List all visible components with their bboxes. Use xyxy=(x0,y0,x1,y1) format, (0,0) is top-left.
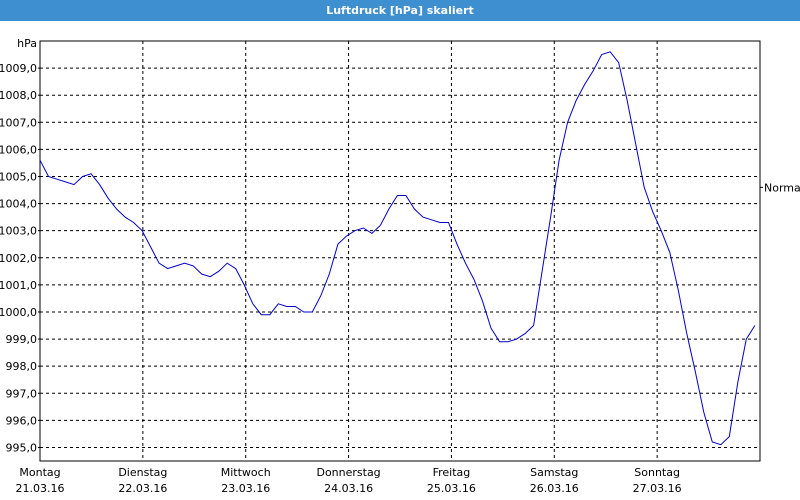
x-tick-day-label: Montag xyxy=(19,466,60,479)
grid xyxy=(40,41,761,461)
x-tick-day-label: Sonntag xyxy=(634,466,680,479)
y-tick-label: 996,0 xyxy=(6,414,38,427)
plot-frame xyxy=(39,40,761,462)
y-tick-label: 998,0 xyxy=(6,360,38,373)
series-line xyxy=(39,51,756,446)
x-axis: Montag 21.03.16 Dienstag 22.03.16 Mittwoch 23… xyxy=(16,466,682,495)
chart-background xyxy=(0,21,800,500)
chart-title: Luftdruck [hPa] skaliert xyxy=(0,0,800,21)
y-tick-label: 999,0 xyxy=(6,333,38,346)
x-tick-day-label: Dienstag xyxy=(118,466,167,479)
y-tick-label: 1008,0 xyxy=(0,89,37,102)
y-tick-label: 1001,0 xyxy=(0,279,37,292)
y-tick-label: 1003,0 xyxy=(0,225,37,238)
y-tick-label: 1007,0 xyxy=(0,116,37,129)
y-tick-label: 1009,0 xyxy=(0,62,37,75)
x-tick-date-label: 26.03.16 xyxy=(530,482,579,495)
chart-area: 1009,0 1008,0 1007,0 1006,0 1005,0 1004,0 1003… xyxy=(0,21,800,500)
x-tick-date-label: 22.03.16 xyxy=(118,482,167,495)
y-tick-label: 1006,0 xyxy=(0,143,37,156)
reference-line-label: Normal xyxy=(764,181,800,194)
y-tick-label: 1000,0 xyxy=(0,306,37,319)
x-tick-date-label: 23.03.16 xyxy=(221,482,270,495)
y-unit-label: hPa xyxy=(17,37,37,50)
y-tick-label: 997,0 xyxy=(6,387,38,400)
x-tick-date-label: 21.03.16 xyxy=(16,482,65,495)
x-tick-day-label: Mittwoch xyxy=(221,466,271,479)
x-tick-day-label: Freitag xyxy=(433,466,471,479)
series-group xyxy=(39,51,763,446)
y-tick-label: 1005,0 xyxy=(0,170,37,183)
y-tick-label: 995,0 xyxy=(6,441,38,454)
y-axis: 1009,0 1008,0 1007,0 1006,0 1005,0 1004,0 1003… xyxy=(0,62,40,454)
x-tick-day-label: Samstag xyxy=(530,466,578,479)
y-tick-label: 1002,0 xyxy=(0,252,37,265)
x-tick-date-label: 24.03.16 xyxy=(324,482,373,495)
x-tick-date-label: 27.03.16 xyxy=(633,482,682,495)
y-tick-label: 1004,0 xyxy=(0,198,37,211)
x-tick-date-label: 25.03.16 xyxy=(427,482,476,495)
x-tick-day-label: Donnerstag xyxy=(316,466,380,479)
